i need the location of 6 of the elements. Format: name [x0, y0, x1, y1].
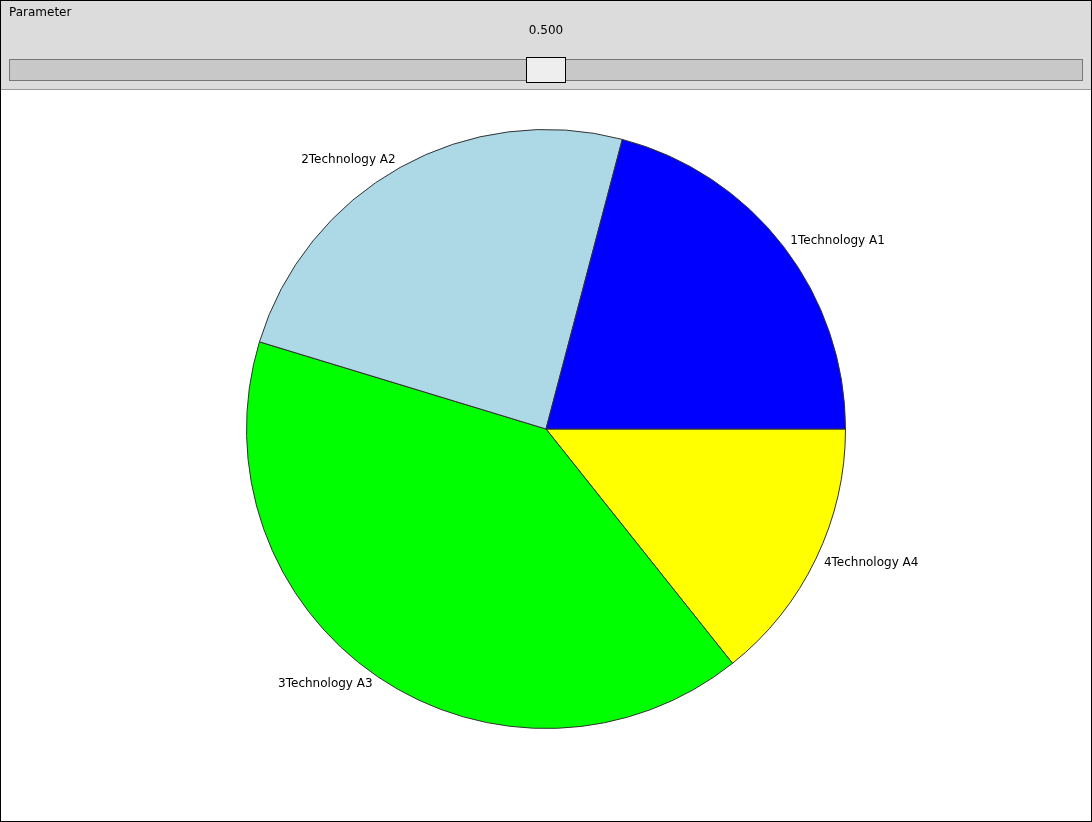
- slice-label: 4Technology A4: [823, 555, 919, 570]
- slice-label: 3Technology A3: [278, 676, 373, 691]
- text: 0.500: [527, 23, 565, 37]
- text: Parameter: [9, 5, 72, 19]
- slice-label: 1Technology A1: [790, 232, 885, 247]
- slice-label: 2Technology A2: [301, 151, 396, 166]
